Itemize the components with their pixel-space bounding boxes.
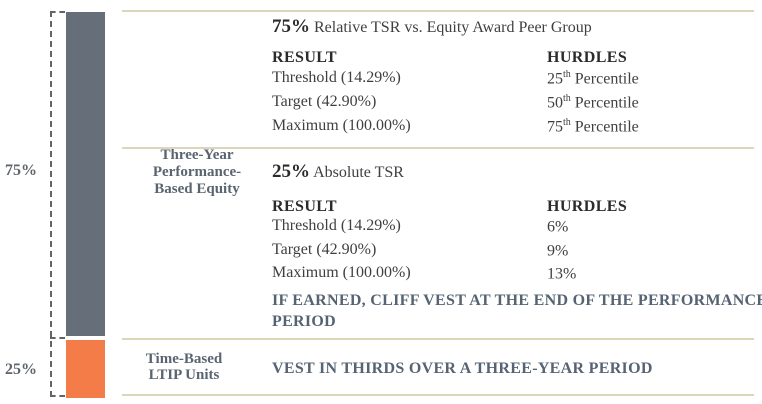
category-line: LTIP Units — [148, 367, 220, 383]
section-1-title: 75% Relative TSR vs. Equity Award Peer G… — [272, 16, 592, 38]
hurdle-ordinal-suffix: th — [563, 69, 571, 80]
section-2-title: 25% Absolute TSR — [272, 161, 404, 183]
bar-segment-time-based — [66, 340, 105, 398]
divider-top — [122, 10, 754, 12]
hurdle-unit: Percentile — [570, 70, 639, 88]
hurdle-cell: 50th Percentile — [547, 93, 639, 112]
bar-segment-label-75: 75% — [5, 162, 37, 179]
result-cell: Maximum (100.00%) — [272, 264, 411, 281]
hurdle-value: 9% — [547, 242, 569, 260]
hurdle-cell: 25th Percentile — [547, 69, 639, 88]
hurdle-cell: 13% — [547, 264, 576, 283]
category-line: Based Equity — [154, 181, 240, 197]
category-label-performance-equity: Three-Year Performance- Based Equity — [128, 147, 266, 198]
section-1-result-header: RESULT — [272, 49, 337, 66]
cliff-vest-note: IF EARNED, CLIFF VEST AT THE END OF THE … — [272, 292, 762, 330]
hurdle-unit: Percentile — [570, 118, 639, 136]
hurdle-cell: 75th Percentile — [547, 117, 639, 136]
divider-section-1-2 — [122, 147, 754, 149]
section-2-result-header: RESULT — [272, 198, 337, 215]
result-cell: Threshold (14.29%) — [272, 69, 401, 86]
result-cell: Target (42.90%) — [272, 93, 377, 110]
hurdle-value: 25 — [547, 70, 563, 88]
result-cell: Target (42.90%) — [272, 241, 377, 258]
bracket-tick-middle — [50, 337, 65, 339]
vest-in-thirds-note: VEST IN THIRDS OVER A THREE-YEAR PERIOD — [272, 360, 653, 377]
section-1-hurdles-header: HURDLES — [547, 49, 628, 66]
divider-bottom — [122, 394, 754, 396]
bar-segment-label-25: 25% — [5, 361, 37, 378]
bracket-tick-bottom — [50, 395, 65, 397]
bracket-dashed-line — [50, 11, 52, 397]
hurdle-value: 6% — [547, 218, 569, 236]
hurdle-value: 13% — [547, 265, 577, 283]
result-cell: Maximum (100.00%) — [272, 117, 411, 134]
section-1-weight: 75% — [272, 16, 310, 37]
hurdle-value: 75 — [547, 118, 563, 136]
category-line: Three-Year — [160, 147, 234, 163]
hurdle-ordinal-suffix: th — [563, 93, 571, 104]
category-line: Performance- — [152, 164, 242, 180]
section-2-title-text: Absolute TSR — [313, 164, 404, 181]
hurdle-ordinal-suffix: th — [563, 117, 571, 128]
category-label-time-based-ltip: Time-Based LTIP Units — [124, 351, 244, 383]
section-2-hurdles-header: HURDLES — [547, 198, 628, 215]
hurdle-cell: 9% — [547, 241, 568, 260]
bracket-tick-top — [50, 11, 65, 13]
hurdle-unit: Percentile — [570, 94, 639, 112]
section-2-weight: 25% — [272, 161, 310, 182]
divider-section-2-3 — [122, 338, 754, 340]
category-line: Time-Based — [145, 351, 223, 367]
result-cell: Threshold (14.29%) — [272, 217, 401, 234]
hurdle-cell: 6% — [547, 217, 568, 236]
hurdle-value: 50 — [547, 94, 563, 112]
bar-segment-performance — [66, 12, 105, 336]
section-1-title-text: Relative TSR vs. Equity Award Peer Group — [314, 19, 592, 36]
